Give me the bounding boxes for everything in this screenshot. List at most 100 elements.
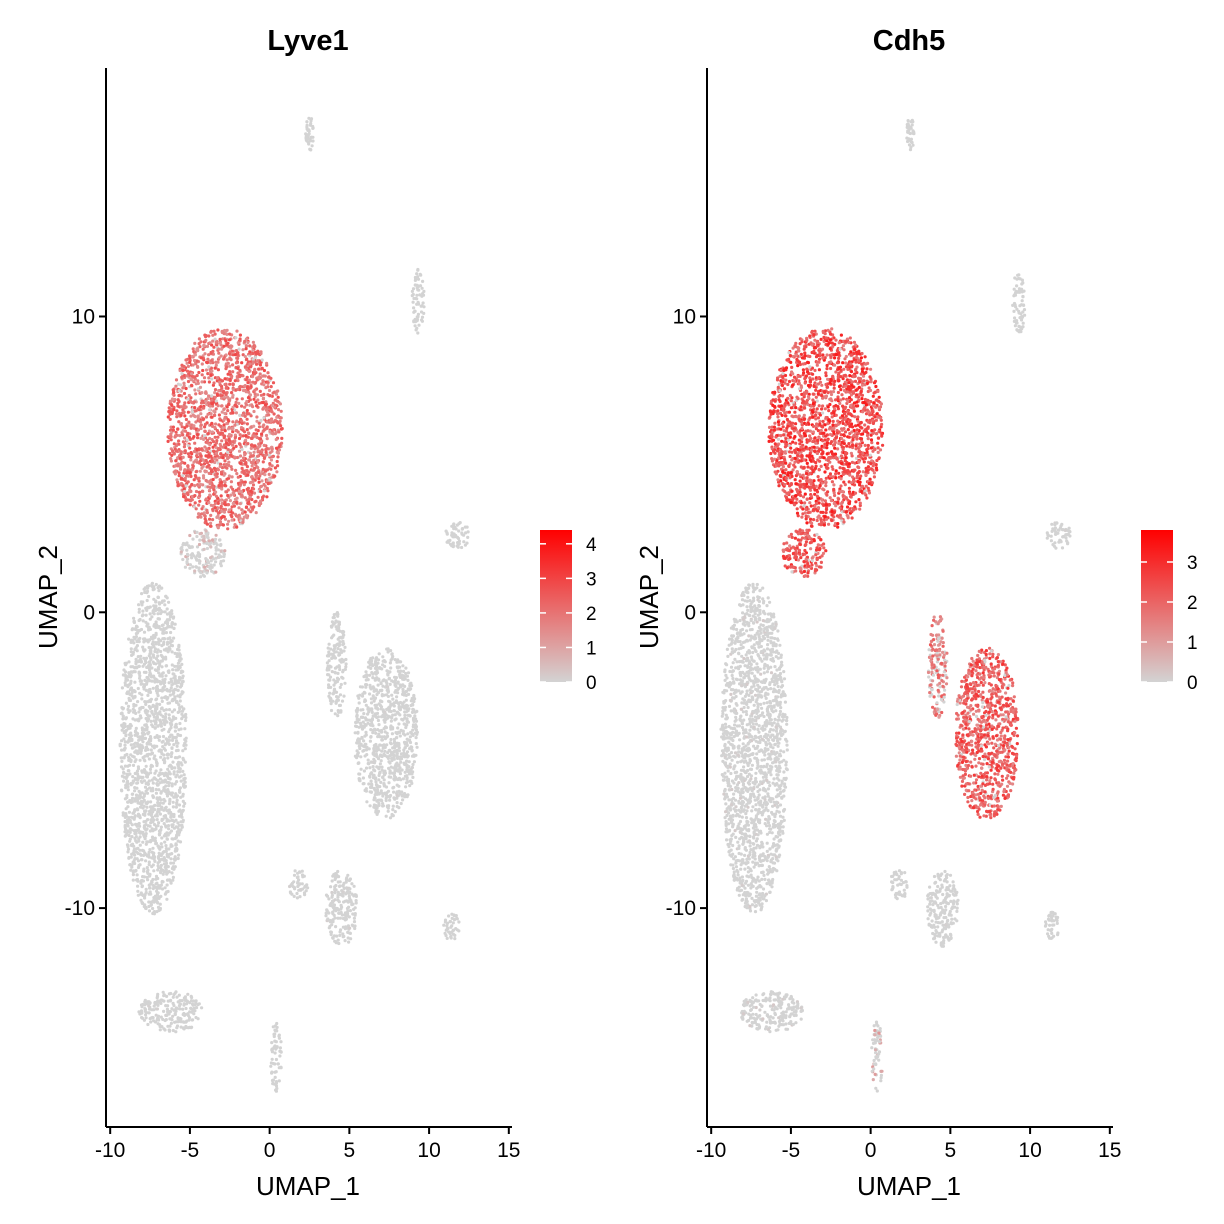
cell-point	[227, 402, 231, 407]
cell-point	[145, 870, 149, 874]
cell-point	[391, 808, 395, 812]
cell-point	[411, 762, 415, 767]
cell-point	[120, 711, 124, 715]
cell-point	[133, 690, 137, 694]
cell-point	[204, 454, 208, 458]
cell-point	[234, 488, 238, 492]
cell-point	[224, 367, 228, 371]
cell-point	[157, 625, 161, 629]
cell-point	[339, 710, 343, 714]
cell-point	[137, 794, 141, 798]
cell-point	[357, 701, 361, 705]
cell-point	[247, 458, 251, 462]
cell-point	[203, 470, 207, 474]
cell-point	[160, 880, 164, 884]
cell-point	[278, 443, 282, 447]
cell-point	[411, 728, 415, 732]
cell-point	[120, 759, 124, 764]
cell-point	[213, 366, 217, 370]
cell-point	[178, 664, 182, 668]
cell-point	[236, 387, 240, 392]
cell-point	[273, 432, 277, 436]
cell-point	[369, 735, 373, 739]
cell-point	[384, 814, 388, 818]
cell-point	[394, 731, 398, 735]
cell-point	[359, 755, 363, 759]
cell-point	[224, 441, 229, 445]
cell-point	[266, 489, 270, 493]
cell-point	[380, 749, 384, 753]
cell-point	[270, 404, 274, 408]
cell-point	[244, 390, 248, 394]
cell-point	[375, 792, 380, 796]
cell-point	[234, 361, 238, 365]
cell-point	[240, 419, 244, 423]
cell-point	[161, 637, 165, 641]
cell-point	[192, 358, 197, 363]
cell-point	[176, 770, 180, 774]
cell-point	[247, 508, 251, 512]
cell-point	[343, 681, 347, 685]
cell-point	[138, 657, 143, 661]
cell-point	[155, 687, 160, 691]
cell-point	[398, 700, 403, 705]
cell-point	[154, 625, 158, 630]
cell-point	[226, 488, 230, 492]
cell-point	[185, 552, 190, 556]
cell-point	[258, 363, 262, 367]
cell-point	[164, 708, 168, 712]
cell-point	[399, 669, 403, 673]
cell-point	[170, 719, 174, 723]
cell-point	[189, 458, 193, 462]
cell-point	[410, 699, 414, 703]
cell-point	[172, 408, 176, 412]
cell-point	[154, 841, 158, 845]
cell-point	[176, 382, 180, 386]
cell-point	[391, 786, 395, 790]
cell-point	[202, 476, 206, 480]
cell-point	[383, 720, 387, 724]
cell-point	[223, 411, 227, 415]
cell-point	[178, 678, 182, 682]
cell-point	[219, 543, 223, 548]
cell-point	[170, 738, 175, 743]
cell-point	[261, 400, 265, 405]
cell-point	[193, 569, 197, 573]
cell-point	[248, 362, 252, 366]
cell-point	[160, 706, 164, 710]
cell-point	[353, 731, 357, 735]
cell-point	[207, 429, 211, 433]
cell-point	[173, 736, 177, 740]
cell-point	[125, 818, 130, 822]
cell-point	[241, 520, 245, 524]
cell-point	[147, 909, 152, 913]
cell-point	[192, 554, 196, 558]
cell-point	[261, 460, 265, 464]
cell-point	[222, 554, 226, 559]
cell-point	[175, 744, 179, 748]
cell-point	[126, 788, 130, 792]
cell-point	[143, 736, 148, 741]
cell-point	[154, 827, 158, 831]
cell-point	[386, 809, 390, 813]
cell-point	[135, 786, 139, 790]
cell-point	[248, 398, 252, 402]
cell-point	[151, 588, 155, 592]
cell-point	[254, 510, 258, 515]
cell-point	[253, 447, 257, 451]
cell-point	[366, 678, 370, 682]
cell-point	[183, 442, 187, 446]
cell-point	[379, 704, 383, 708]
cell-point	[166, 625, 170, 629]
cell-point	[335, 680, 339, 684]
cell-point	[147, 717, 151, 721]
cell-point	[231, 440, 235, 444]
cell-point	[154, 642, 158, 646]
cell-point	[190, 468, 194, 472]
cell-point	[389, 666, 393, 670]
cell-point	[222, 332, 226, 336]
cell-point	[402, 751, 406, 755]
cell-point	[180, 712, 184, 716]
cell-point	[225, 450, 230, 454]
